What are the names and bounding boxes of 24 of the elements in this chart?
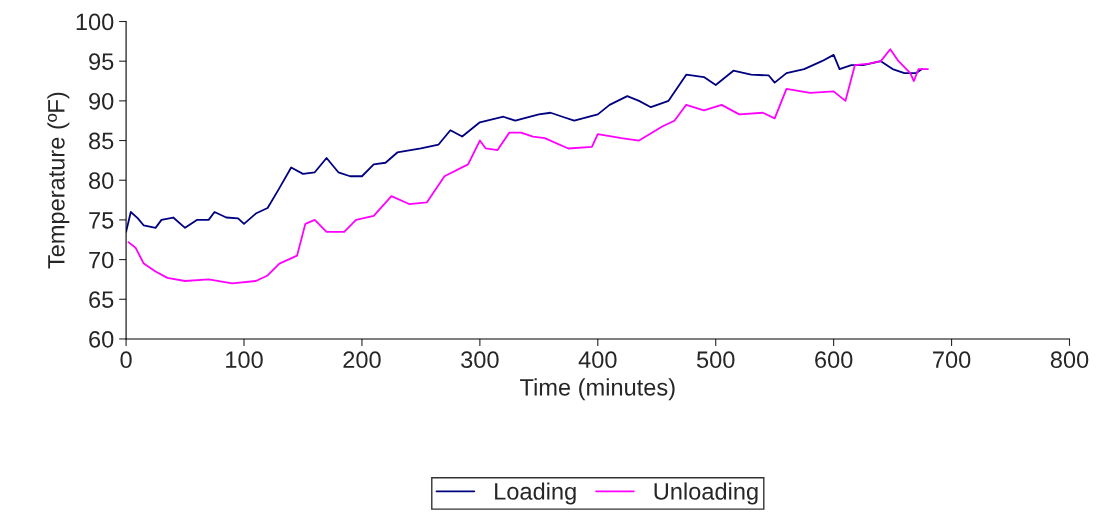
x-tick-label: 700 — [933, 351, 971, 369]
legend-label: Loading — [495, 482, 576, 505]
x-tick-label: 300 — [461, 351, 499, 369]
y-tick-label: 100 — [76, 13, 114, 31]
y-tick-label: 90 — [89, 92, 114, 110]
x-tick-label: 100 — [226, 351, 263, 369]
y-tick-label: 80 — [89, 172, 114, 190]
x-tick-label: 600 — [815, 351, 853, 369]
y-axis-title: Temperature (ºF) — [47, 92, 70, 269]
y-tick-label: 95 — [89, 53, 114, 70]
x-axis-title: Time (minutes) — [520, 378, 675, 401]
x-tick-label: 400 — [578, 351, 617, 369]
y-tick-label: 60 — [89, 331, 114, 348]
y-tick-label: 70 — [89, 251, 114, 269]
y-tick-label: 65 — [89, 291, 114, 309]
y-tick-label: 85 — [89, 132, 114, 150]
line-series — [127, 48, 929, 285]
legend-label: Unloading — [654, 482, 758, 505]
y-tick-label: 75 — [89, 212, 114, 229]
line-series — [126, 53, 923, 233]
x-tick-label: 500 — [696, 351, 735, 369]
x-tick-label: 0 — [120, 351, 132, 369]
x-tick-label: 200 — [343, 351, 381, 369]
x-tick-label: 800 — [1050, 351, 1089, 369]
